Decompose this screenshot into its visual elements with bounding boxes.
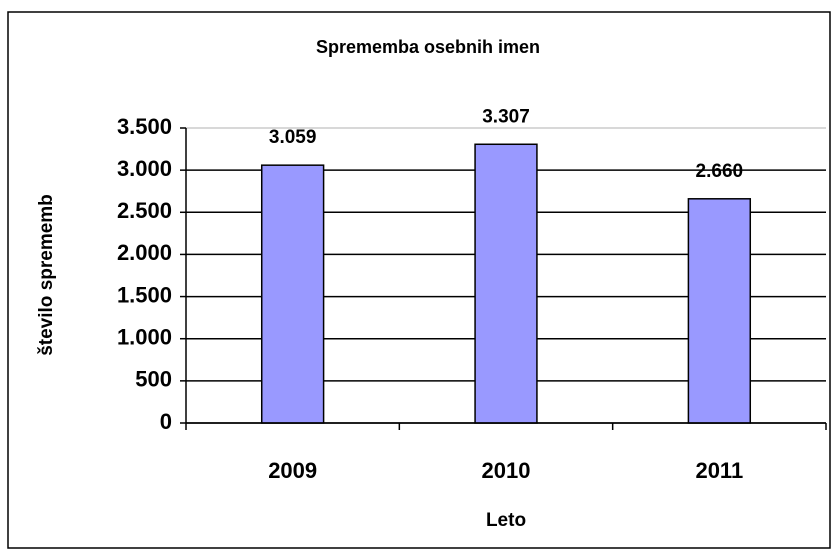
x-tick-label: 2010 bbox=[482, 458, 531, 483]
y-tick-label: 500 bbox=[135, 367, 172, 392]
bar bbox=[474, 143, 538, 424]
y-tick-label: 2.000 bbox=[117, 240, 172, 265]
x-tick-label: 2009 bbox=[268, 458, 317, 483]
y-tick-label: 1.000 bbox=[117, 325, 172, 350]
x-tick-label: 2011 bbox=[695, 458, 743, 483]
y-tick-label: 0 bbox=[160, 409, 172, 434]
bar bbox=[260, 164, 325, 424]
x-axis-label: Leto bbox=[486, 510, 526, 531]
y-tick-label: 1.500 bbox=[117, 282, 172, 307]
chart-title: Sprememba osebnih imen bbox=[316, 37, 540, 57]
y-axis-label: število sprememb bbox=[36, 194, 57, 356]
data-label: 2.660 bbox=[696, 161, 744, 182]
data-label: 3.307 bbox=[482, 106, 530, 127]
data-label: 3.059 bbox=[269, 127, 317, 148]
bar bbox=[687, 198, 752, 424]
y-tick-label: 2.500 bbox=[117, 198, 172, 223]
y-tick-label: 3.000 bbox=[117, 156, 172, 181]
y-tick-label: 3.500 bbox=[117, 114, 172, 139]
